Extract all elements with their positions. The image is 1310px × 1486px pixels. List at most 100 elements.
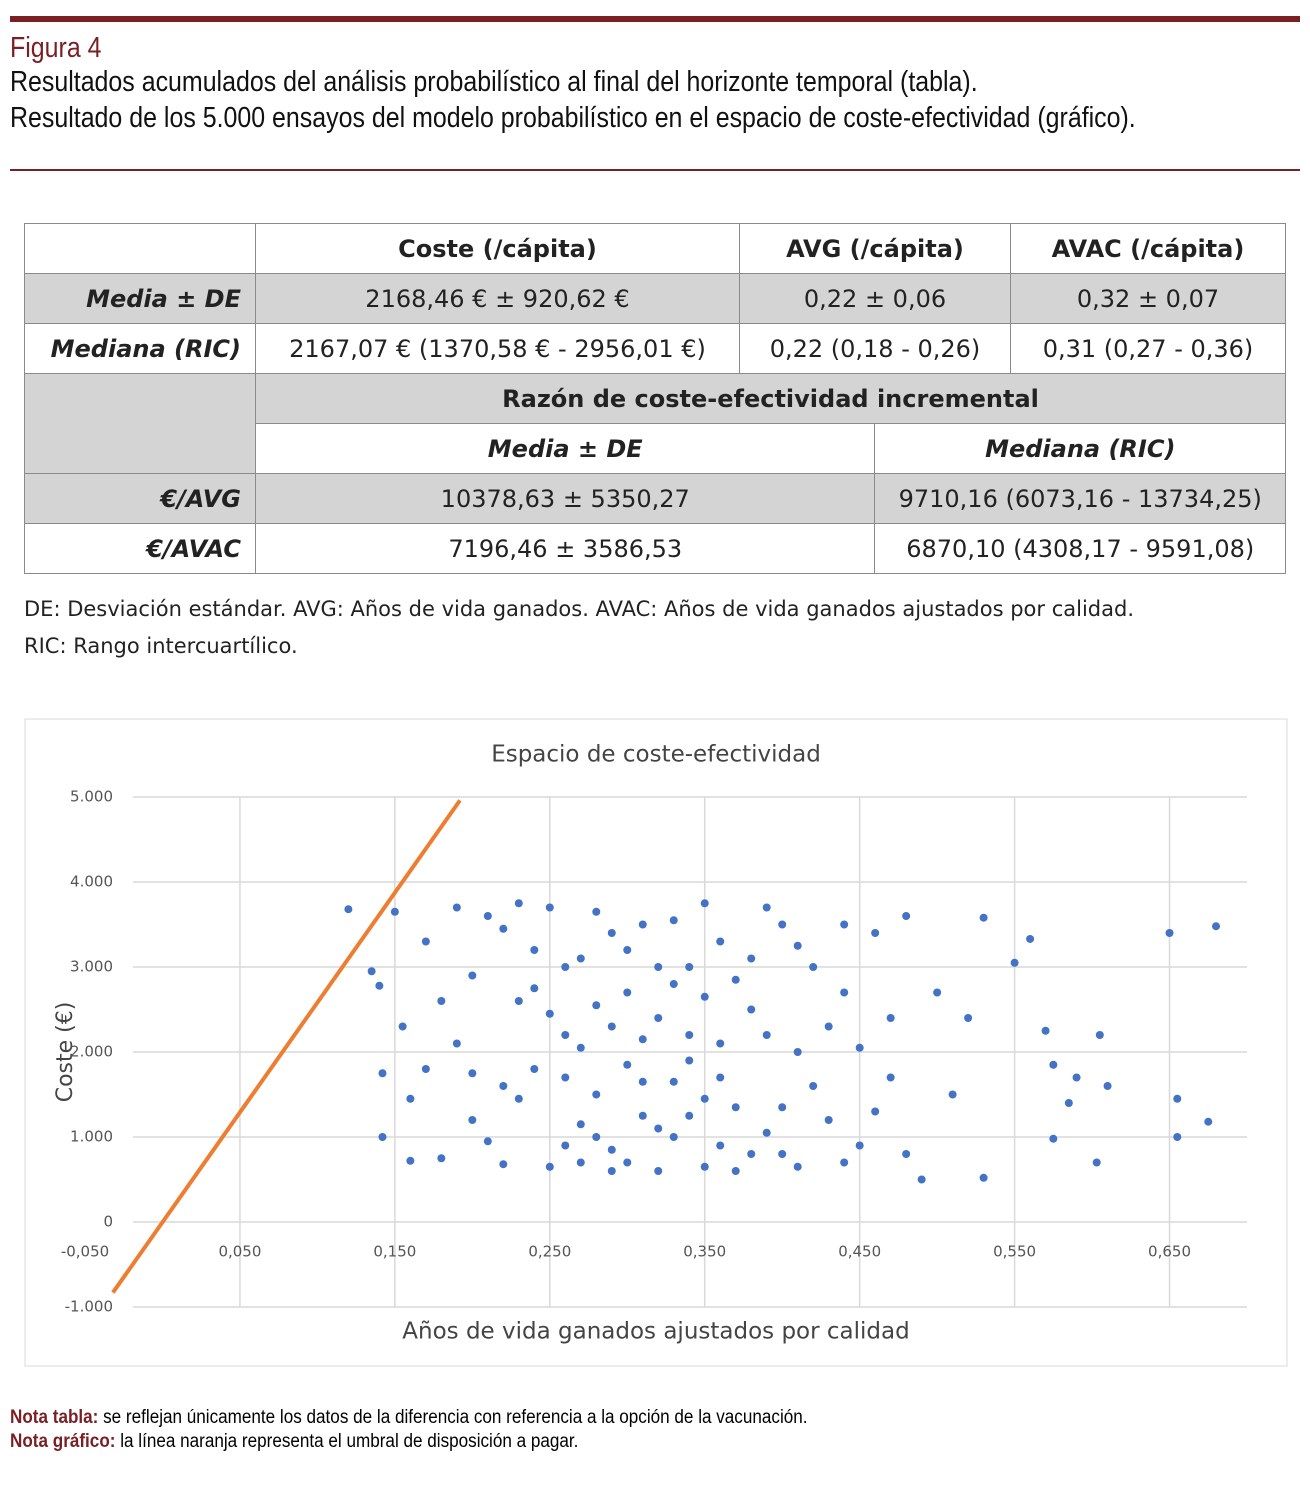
y-tick-label: -1.000 [65, 1298, 113, 1316]
point [1212, 922, 1221, 931]
point [406, 1094, 415, 1103]
y-tick-label: 0 [103, 1213, 113, 1231]
point [824, 1116, 833, 1124]
point [809, 963, 818, 971]
point [747, 1150, 756, 1158]
point [344, 905, 353, 914]
point [638, 1111, 647, 1120]
point [840, 920, 849, 929]
point [545, 903, 554, 912]
y-tick-label: 1.000 [70, 1128, 113, 1146]
top-rule [10, 16, 1300, 22]
point [747, 954, 756, 963]
point [886, 1014, 895, 1022]
x-axis-label: Años de vida ganados ajustados por calid… [402, 1319, 909, 1345]
point [731, 1103, 740, 1112]
note-label: Nota tabla: [10, 1407, 99, 1428]
chart-frame [24, 718, 1288, 1367]
cell [24, 223, 256, 274]
point [793, 1048, 802, 1056]
threshold-line [111, 799, 462, 1294]
point [747, 1005, 756, 1014]
point [1204, 1117, 1213, 1126]
point [700, 899, 709, 908]
point [716, 937, 725, 946]
footnote: DE: Desviación estándar. AVG: Años de vi… [24, 597, 1135, 621]
point [437, 997, 446, 1005]
point [561, 1073, 570, 1082]
point [375, 981, 384, 990]
point [669, 980, 678, 988]
point [902, 912, 911, 920]
point [561, 963, 570, 971]
point [964, 1014, 973, 1022]
point [378, 1069, 387, 1078]
point [824, 1022, 833, 1031]
point [514, 899, 523, 908]
point [398, 1022, 407, 1031]
point [576, 1158, 585, 1167]
y-tick-label: 3.000 [70, 958, 113, 976]
point [499, 1160, 508, 1169]
point [669, 1077, 678, 1086]
point [576, 1043, 585, 1052]
x-tick-label: 0,350 [683, 1243, 726, 1261]
row-label: €/AVAC [24, 523, 256, 574]
point [917, 1175, 926, 1184]
caption-line: Resultado de los 5.000 ensayos del model… [10, 102, 1136, 134]
col-header: Coste (/cápita) [255, 223, 740, 274]
y-tick-label: 2.000 [70, 1043, 113, 1061]
point [530, 984, 539, 993]
point [592, 1090, 601, 1099]
chart-title: Espacio de coste-efectividad [491, 742, 821, 768]
point [1165, 929, 1174, 937]
point [933, 988, 942, 997]
note-text: se reflejan únicamente los datos de la d… [103, 1407, 808, 1428]
point [669, 1133, 678, 1141]
note-text: la línea naranja representa el umbral de… [120, 1431, 579, 1452]
note-label: Nota gráfico: [10, 1431, 116, 1452]
col-header: Mediana (RIC) [874, 423, 1286, 474]
point [948, 1090, 957, 1099]
point [390, 907, 399, 916]
point [592, 907, 601, 916]
point [1173, 1094, 1182, 1103]
point [762, 903, 771, 912]
point [855, 1141, 864, 1150]
point [468, 1069, 477, 1078]
point [716, 1141, 725, 1150]
cell: 10378,63 ± 5350,27 [254, 473, 876, 524]
point [468, 1116, 477, 1124]
point [731, 975, 740, 984]
point [1026, 934, 1035, 943]
y-tick-label: 4.000 [70, 873, 113, 891]
cell: 6870,10 (4308,17 - 9591,08) [874, 523, 1286, 574]
point [979, 913, 988, 922]
col-header: Media ± DE [254, 423, 876, 474]
point [607, 1145, 616, 1154]
results-table: Coste (/cápita) AVG (/cápita) AVAC (/cáp… [24, 223, 1286, 574]
section-title: Razón de coste-efectividad incremental [255, 373, 1286, 424]
point [638, 1077, 647, 1086]
x-tick-label: 0,250 [528, 1243, 571, 1261]
point [638, 1035, 647, 1044]
point [530, 946, 539, 954]
point [793, 941, 802, 950]
point [778, 920, 787, 929]
point [654, 1124, 663, 1133]
x-tick-label: 0,050 [218, 1243, 261, 1261]
point [499, 1082, 508, 1090]
point [452, 1039, 461, 1048]
point [654, 1167, 663, 1175]
point [840, 988, 849, 997]
point [545, 1009, 554, 1018]
point [871, 1107, 880, 1116]
caption-line: Resultados acumulados del análisis proba… [10, 66, 978, 98]
point [685, 1056, 694, 1065]
point [483, 1137, 492, 1146]
x-tick-label: -0,050 [61, 1243, 109, 1261]
point [530, 1065, 539, 1073]
point [499, 924, 508, 933]
point [638, 920, 647, 929]
